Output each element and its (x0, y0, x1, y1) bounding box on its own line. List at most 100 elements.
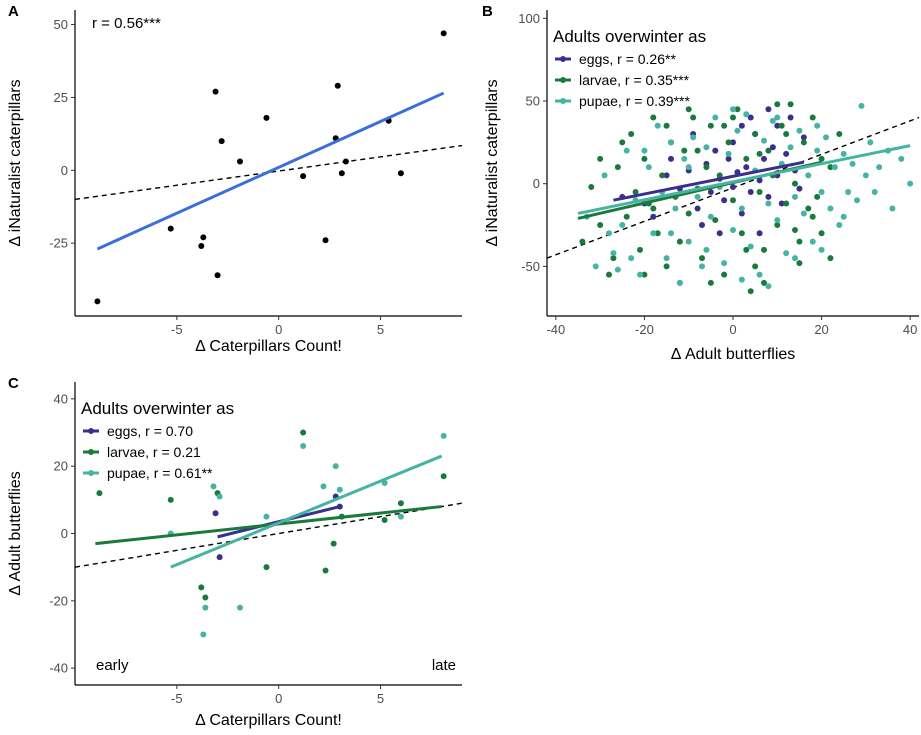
data-point (756, 230, 763, 237)
data-point (867, 139, 874, 146)
data-point (579, 238, 586, 245)
data-point (876, 164, 883, 171)
corner-label-early: early (96, 657, 129, 674)
data-point (747, 243, 754, 250)
data-point (623, 147, 630, 154)
legend-key-point (88, 449, 94, 455)
data-point (650, 213, 657, 220)
x-axis-title: Δ Adult butterflies (671, 346, 796, 363)
data-point (440, 30, 447, 37)
data-point (202, 604, 209, 611)
data-point (827, 255, 834, 262)
data-point (845, 188, 852, 195)
legend-entry-pupae: pupae, r = 0.61** (107, 465, 213, 481)
legend: Adults overwinter as eggs, r = 0.70 larvae… (81, 399, 234, 481)
data-point (800, 134, 807, 141)
data-point (796, 127, 803, 134)
data-point (707, 188, 714, 195)
data-point (676, 238, 683, 245)
panel-a: A -5 0 5 -25 0 25 50 Δ Caterpillars Count! Δ iNat… (7, 3, 463, 355)
data-point (862, 172, 869, 179)
legend-entry-larvae: larvae, r = 0.35*** (579, 72, 690, 88)
legend-key-point (88, 470, 94, 476)
data-point (236, 158, 243, 165)
data-point (734, 127, 741, 134)
data-point (216, 554, 223, 561)
data-point (734, 106, 741, 113)
data-point (725, 155, 732, 162)
y-tick-label: 50 (54, 17, 68, 32)
data-point (623, 213, 630, 220)
data-point (167, 496, 174, 503)
x-axis-title: Δ Caterpillars Count! (195, 338, 342, 355)
data-point (263, 513, 270, 520)
data-point (787, 144, 794, 151)
data-point (650, 230, 657, 237)
data-point (738, 210, 745, 217)
data-point (628, 255, 635, 262)
data-point (805, 205, 812, 212)
data-point (663, 263, 670, 270)
x-tick-label: 20 (814, 322, 828, 337)
data-point (610, 250, 617, 257)
legend-title: Adults overwinter as (81, 399, 234, 418)
data-point (707, 213, 714, 220)
y-tick-label: -20 (49, 593, 68, 608)
data-point (761, 246, 767, 253)
data-point (814, 147, 821, 154)
x-tick-label: 0 (275, 322, 282, 337)
legend-key-point (88, 428, 94, 434)
data-point (212, 88, 219, 95)
data-point (214, 272, 221, 279)
fit-line-pupae (577, 144, 911, 215)
data-point (734, 169, 741, 176)
data-point (716, 230, 723, 237)
data-point (827, 205, 834, 212)
series-eggs (619, 106, 807, 237)
data-point (796, 185, 803, 192)
data-point (685, 238, 692, 245)
y-axis-title: Δ iNaturalist caterpillars (7, 79, 24, 246)
points (94, 30, 447, 305)
data-point (712, 114, 719, 121)
data-point (756, 150, 763, 157)
data-point (703, 164, 710, 171)
data-point (756, 271, 763, 278)
data-point (725, 150, 732, 157)
data-point (94, 298, 101, 305)
data-point (765, 283, 772, 290)
data-point (676, 279, 683, 286)
data-point (236, 604, 243, 611)
data-point (792, 226, 798, 233)
data-point (614, 266, 621, 273)
data-point (761, 137, 767, 144)
data-point (721, 122, 728, 129)
data-point (792, 255, 798, 262)
fit-line-larvae (95, 505, 442, 546)
data-point (765, 106, 772, 113)
y-tick-label: 40 (54, 391, 68, 406)
data-point (769, 117, 776, 124)
data-point (685, 164, 692, 171)
legend-entry-eggs: eggs, r = 0.70 (107, 423, 193, 439)
data-point (381, 517, 388, 524)
data-point (721, 271, 728, 278)
data-point (787, 114, 794, 121)
data-point (703, 144, 710, 151)
reference-line (74, 144, 463, 201)
data-point (606, 230, 612, 237)
data-point (672, 205, 679, 212)
panel-letter: A (8, 3, 19, 20)
data-point (641, 271, 648, 278)
data-point (778, 122, 785, 129)
data-point (198, 243, 205, 250)
data-point (836, 131, 843, 138)
data-point (263, 114, 270, 121)
data-point (699, 263, 705, 270)
x-tick-label: 5 (377, 691, 384, 706)
data-point (198, 584, 205, 591)
data-point (338, 170, 345, 177)
series-larvae (579, 101, 843, 295)
data-point (342, 158, 349, 165)
data-point (783, 131, 790, 138)
